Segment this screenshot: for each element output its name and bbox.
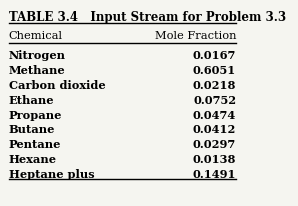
Text: 0.0218: 0.0218	[193, 80, 236, 91]
Text: 0.1491: 0.1491	[193, 169, 236, 180]
Text: Hexane: Hexane	[9, 154, 57, 165]
Text: Methane: Methane	[9, 65, 65, 76]
Text: Nitrogen: Nitrogen	[9, 50, 66, 61]
Text: 0.0167: 0.0167	[193, 50, 236, 61]
Text: Ethane: Ethane	[9, 95, 54, 106]
Text: Propane: Propane	[9, 110, 62, 121]
Text: Butane: Butane	[9, 124, 55, 135]
Text: 0.0752: 0.0752	[193, 95, 236, 106]
Text: TABLE 3.4   Input Stream for Problem 3.3: TABLE 3.4 Input Stream for Problem 3.3	[9, 11, 286, 23]
Text: Mole Fraction: Mole Fraction	[155, 31, 236, 41]
Text: Carbon dioxide: Carbon dioxide	[9, 80, 105, 91]
Text: Heptane plus: Heptane plus	[9, 169, 94, 180]
Text: 0.6051: 0.6051	[193, 65, 236, 76]
Text: 0.0297: 0.0297	[193, 139, 236, 150]
Text: Pentane: Pentane	[9, 139, 61, 150]
Text: 0.0138: 0.0138	[193, 154, 236, 165]
Text: 0.0474: 0.0474	[193, 110, 236, 121]
Text: Chemical: Chemical	[9, 31, 63, 41]
Text: 0.0412: 0.0412	[193, 124, 236, 135]
